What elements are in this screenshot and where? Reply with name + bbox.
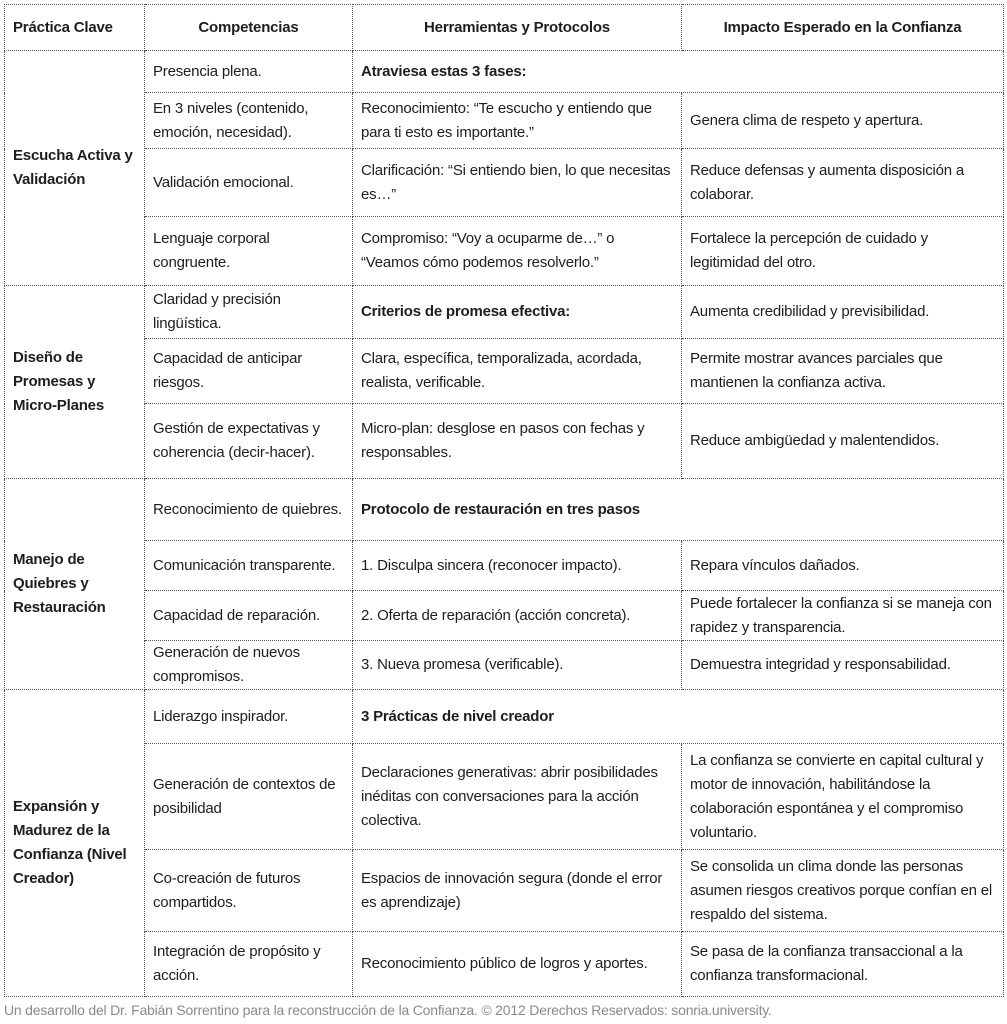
competence-cell: Reconocimiento de quiebres.	[144, 478, 353, 541]
tool-cell: Clara, específica, temporalizada, acorda…	[352, 338, 682, 404]
impact-cell: Aumenta credibilidad y previsibilidad.	[681, 285, 1004, 339]
competence-cell: Lenguaje corporal congruente.	[144, 216, 353, 286]
tool-cell: Compromiso: “Voy a ocuparme de…” o “Veam…	[352, 216, 682, 286]
table-row: Comunicación transparente. 1. Disculpa si…	[5, 540, 1004, 591]
competence-cell: Generación de nuevos compromisos.	[144, 640, 353, 690]
practice-cell: Manejo de Quiebres y Restauración	[4, 478, 145, 690]
tool-cell: 3 Prácticas de nivel creador	[352, 689, 1004, 744]
competence-cell: Presencia plena.	[144, 50, 353, 93]
practices-table: Práctica Clave Competencias Herramientas…	[4, 4, 1004, 997]
table-row: Lenguaje corporal congruente. Compromiso:…	[5, 216, 1004, 286]
tool-cell: Criterios de promesa efectiva:	[352, 285, 682, 339]
header-practice: Práctica Clave	[4, 4, 145, 51]
tool-cell: Declaraciones generativas: abrir posibil…	[352, 743, 682, 850]
competence-cell: Capacidad de reparación.	[144, 590, 353, 641]
table-row: Integración de propósito y acción. Recono…	[5, 931, 1004, 997]
tool-cell: 3. Nueva promesa (verificable).	[352, 640, 682, 690]
header-tools: Herramientas y Protocolos	[352, 4, 682, 51]
impact-cell: Reduce defensas y aumenta disposición a …	[681, 148, 1004, 217]
header-impact: Impacto Esperado en la Confianza	[681, 4, 1004, 51]
table-row: Expansión y Madurez de la Confianza (Niv…	[4, 689, 1004, 997]
table-row: Diseño de Promesas y Micro-Planes Clarida…	[4, 285, 1004, 479]
tool-cell: 2. Oferta de reparación (acción concreta…	[352, 590, 682, 641]
table-row: Capacidad de reparación. 2. Oferta de rep…	[5, 590, 1004, 641]
table-row: Gestión de expectativas y coherencia (de…	[5, 403, 1004, 479]
impact-cell: Puede fortalecer la confianza si se mane…	[681, 590, 1004, 641]
competence-cell: Liderazgo inspirador.	[144, 689, 353, 744]
table-row: Generación de contextos de posibilidad De…	[5, 743, 1004, 850]
impact-cell: Repara vínculos dañados.	[681, 540, 1004, 591]
practice-cell: Escucha Activa y Validación	[4, 50, 145, 286]
competence-cell: Comunicación transparente.	[144, 540, 353, 591]
practice-cell: Diseño de Promesas y Micro-Planes	[4, 285, 145, 479]
impact-cell: Permite mostrar avances parciales que ma…	[681, 338, 1004, 404]
impact-cell: Genera clima de respeto y apertura.	[681, 92, 1004, 149]
tool-cell: Protocolo de restauración en tres pasos	[352, 478, 1004, 541]
competence-cell: Gestión de expectativas y coherencia (de…	[144, 403, 353, 479]
tool-cell: Reconocimiento público de logros y aport…	[352, 931, 682, 997]
header-competences: Competencias	[144, 4, 353, 51]
competence-cell: Claridad y precisión lingüística.	[144, 285, 353, 339]
tool-cell: Reconocimiento: “Te escucho y entiendo q…	[352, 92, 682, 149]
impact-cell: Se pasa de la confianza transaccional a …	[681, 931, 1004, 997]
competence-cell: Validación emocional.	[144, 148, 353, 217]
table-row: Manejo de Quiebres y Restauración Reconoc…	[4, 478, 1004, 690]
tool-cell: Espacios de innovación segura (donde el …	[352, 849, 682, 932]
practice-cell: Expansión y Madurez de la Confianza (Niv…	[4, 689, 145, 997]
tool-cell: Clarificación: “Si entiendo bien, lo que…	[352, 148, 682, 217]
impact-cell: Fortalece la percepción de cuidado y leg…	[681, 216, 1004, 286]
impact-cell: Demuestra integridad y responsabilidad.	[681, 640, 1004, 690]
tool-cell: Micro-plan: desglose en pasos con fechas…	[352, 403, 682, 479]
impact-cell: La confianza se convierte en capital cul…	[681, 743, 1004, 850]
competence-cell: Integración de propósito y acción.	[144, 931, 353, 997]
competence-cell: En 3 niveles (contenido, emoción, necesi…	[144, 92, 353, 149]
footer-credit: Un desarrollo del Dr. Fabián Sorrentino …	[4, 1002, 772, 1018]
tool-cell: Atraviesa estas 3 fases:	[352, 50, 1004, 93]
competence-cell: Capacidad de anticipar riesgos.	[144, 338, 353, 404]
table-row: Co-creación de futuros compartidos. Espac…	[5, 849, 1004, 932]
table-row: Generación de nuevos compromisos. 3. Nuev…	[5, 640, 1004, 690]
table-row: Validación emocional. Clarificación: “Si …	[5, 148, 1004, 217]
table-row: Escucha Activa y Validación Presencia ple…	[4, 50, 1004, 286]
competence-cell: Co-creación de futuros compartidos.	[144, 849, 353, 932]
table-row: En 3 niveles (contenido, emoción, necesi…	[5, 92, 1004, 149]
tool-cell: 1. Disculpa sincera (reconocer impacto).	[352, 540, 682, 591]
header-row: Práctica Clave Competencias Herramientas…	[4, 4, 1004, 51]
table-row: Capacidad de anticipar riesgos. Clara, es…	[5, 338, 1004, 404]
impact-cell: Reduce ambigüedad y malentendidos.	[681, 403, 1004, 479]
competence-cell: Generación de contextos de posibilidad	[144, 743, 353, 850]
impact-cell: Se consolida un clima donde las personas…	[681, 849, 1004, 932]
